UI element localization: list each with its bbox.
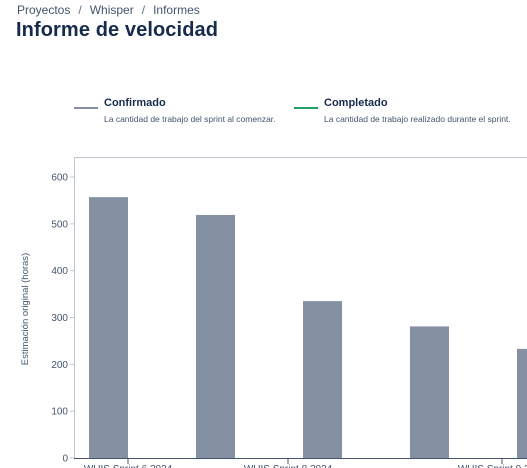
legend-description-confirmed: La cantidad de trabajo del sprint al com… xyxy=(104,114,276,124)
x-tick-label: WHIS Sprint 6 2024 xyxy=(84,464,173,468)
breadcrumb-project-link[interactable]: Whisper xyxy=(89,3,134,17)
y-axis-title: Estimación original (horas) xyxy=(20,253,31,365)
legend-line-completed xyxy=(294,107,318,109)
breadcrumb-reports-link[interactable]: Informes xyxy=(153,3,200,17)
legend-line-confirmed xyxy=(74,107,98,109)
plot-area: 0 100 200 300 400 500 600 WHIS Sprint 6 2024 WHI… xyxy=(51,157,527,468)
bar-confirmed xyxy=(517,348,527,458)
bar-confirmed xyxy=(196,214,235,458)
y-tick-label: 200 xyxy=(51,360,68,371)
y-tick-label: 500 xyxy=(51,219,68,230)
page-title: Informe de velocidad xyxy=(16,19,219,41)
y-tick-label: 400 xyxy=(51,266,68,277)
y-tick-label: 0 xyxy=(62,454,68,465)
breadcrumb-separator: / xyxy=(141,3,146,17)
legend-description-completed: La cantidad de trabajo realizado durante… xyxy=(324,114,511,124)
breadcrumb-projects-link[interactable]: Proyectos xyxy=(17,3,71,17)
y-tick-label: 600 xyxy=(51,173,68,184)
bar-confirmed xyxy=(89,197,128,458)
bar-confirmed xyxy=(410,326,449,458)
y-tick-label: 300 xyxy=(51,313,68,324)
legend-title-confirmed: Confirmado xyxy=(104,97,166,109)
x-tick-label: WHIS Sprint 8 2024 xyxy=(244,464,333,468)
breadcrumb-separator: / xyxy=(78,3,82,17)
bar-confirmed xyxy=(303,301,342,458)
x-tick-label: WHIS Sprint 9 2024 xyxy=(458,464,527,468)
y-tick-label: 100 xyxy=(51,407,68,418)
velocity-chart: Estimación original (horas) 0 100 200 300 40… xyxy=(20,157,527,468)
legend-title-completed: Completado xyxy=(324,97,388,109)
breadcrumb: Proyectos / Whisper / Informes xyxy=(17,3,200,17)
